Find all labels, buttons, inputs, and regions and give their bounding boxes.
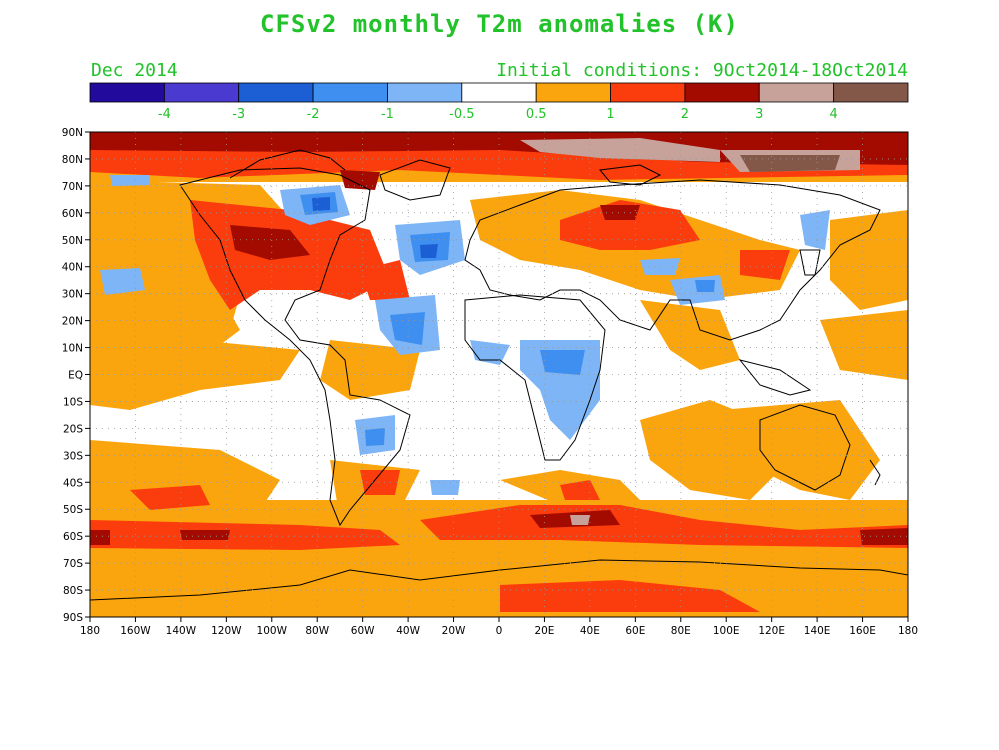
initial-conditions-label: Initial conditions: 9Oct2014-18Oct2014 [496,60,908,81]
lon-tick-label: 180 [898,625,918,637]
colorbar-tick-label: -3 [232,107,245,122]
colorbar-tick-label: 2 [681,107,689,122]
colorbar: -4 -3 -2 -1 -0.5 0.5 1 2 3 4 [89,82,909,122]
lat-tick-label: 50N [62,235,83,247]
colorbar-swatch [833,82,909,103]
lon-tick-label: 0 [496,625,503,637]
lon-tick-label: 60W [351,625,375,637]
lon-tick-label: 20W [442,625,466,637]
colorbar-swatch [238,82,314,103]
lat-tick-label: 60N [62,208,83,220]
map-gridlines [90,132,908,617]
lon-tick-label: 40W [396,625,420,637]
colorbar-tick-label: 3 [755,107,763,122]
colorbar-tick-label: 0.5 [526,107,547,122]
lat-tick-label: 20N [62,316,83,328]
lat-tick-label: 50S [63,504,83,516]
colorbar-tick-label: -4 [158,107,171,122]
lon-tick-label: 120E [758,625,785,637]
colorbar-tick-label: 4 [829,107,837,122]
colorbar-tick-label: -1 [381,107,394,122]
lat-tick-label: 60S [63,531,83,543]
lat-tick-label: EQ [68,370,83,382]
lat-tick-label: 80S [63,585,83,597]
lat-tick-label: 80N [62,154,83,166]
longitude-axis: 180 160W 140W 120W 100W 80W 60W 40W 20W 0 20E 40E 60… [80,617,918,637]
lat-tick-label: 70S [63,558,83,570]
lon-tick-label: 20E [534,625,554,637]
lon-tick-label: 40E [580,625,600,637]
lon-tick-label: 100W [257,625,288,637]
colorbar-swatch [387,82,463,103]
colorbar-swatch [684,82,760,103]
lat-tick-label: 10N [62,343,83,355]
lon-tick-label: 60E [625,625,645,637]
lat-tick-label: 30S [63,450,83,462]
chart-title: CFSv2 monthly T2m anomalies (K) [260,10,739,38]
lat-tick-label: 20S [63,423,83,435]
lon-tick-label: 80E [671,625,691,637]
lon-tick-label: 160E [849,625,876,637]
lon-tick-label: 100E [713,625,740,637]
lon-tick-label: 160W [120,625,151,637]
colorbar-swatch [163,82,240,103]
lat-tick-label: 40N [62,262,83,274]
colorbar-tick-label: 1 [606,107,614,122]
anomaly-brown-regions [740,155,840,172]
lat-tick-label: 90S [63,612,83,624]
lat-tick-label: 90N [62,127,83,139]
colorbar-swatch [312,82,388,103]
colorbar-swatch [610,82,686,103]
lon-tick-label: 140W [166,625,197,637]
lat-tick-label: 10S [63,396,83,408]
lon-tick-label: 120W [211,625,242,637]
lat-tick-label: 70N [62,181,83,193]
colorbar-tick-label: -0.5 [449,107,474,122]
colorbar-swatch [758,82,835,103]
lon-tick-label: 80W [305,625,329,637]
anomaly-darkblue-regions [312,197,438,258]
colorbar-tick-label: -2 [307,107,320,122]
map-plot [90,132,908,617]
latitude-axis: 90N 80N 70N 60N 50N 40N 30N 20N 10N EQ 10S 20S 30S 40… [62,127,90,624]
coastlines [90,149,908,601]
colorbar-swatch [89,82,165,103]
valid-month-label: Dec 2014 [91,60,178,81]
lat-tick-label: 30N [62,289,83,301]
colorbar-swatch [461,82,537,103]
lon-tick-label: 180 [80,625,100,637]
lat-tick-label: 40S [63,477,83,489]
colorbar-swatch [535,82,611,103]
lon-tick-label: 140E [804,625,831,637]
